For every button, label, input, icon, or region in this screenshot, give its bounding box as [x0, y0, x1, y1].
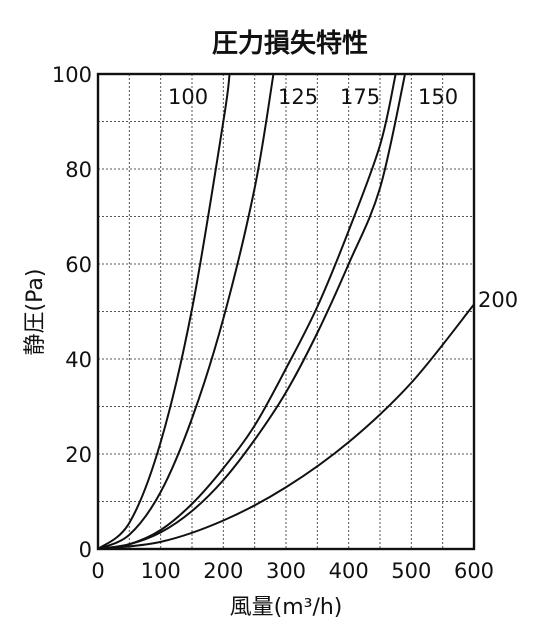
y-tick-label: 100 — [52, 63, 92, 87]
y-tick-labels: 0 20 40 60 80 100 — [52, 63, 92, 562]
curve-200 — [97, 303, 475, 550]
x-axis-label: 風量(m³/h) — [230, 595, 343, 620]
grid — [98, 74, 474, 549]
x-tick-label: 600 — [454, 559, 494, 583]
curves — [97, 73, 475, 550]
series-label-150: 150 — [418, 85, 458, 109]
y-tick-label: 80 — [65, 158, 92, 182]
y-tick-label: 20 — [65, 443, 92, 467]
series-labels: 100 125 175 150 200 — [168, 85, 518, 312]
curve-175 — [97, 73, 397, 550]
curve-100 — [97, 73, 231, 550]
series-label-175: 175 — [340, 85, 380, 109]
x-tick-label: 200 — [203, 559, 243, 583]
y-tick-label: 60 — [65, 253, 92, 277]
x-tick-label: 500 — [391, 559, 431, 583]
curve-150 — [97, 73, 407, 550]
series-label-100: 100 — [168, 85, 208, 109]
y-tick-label: 0 — [79, 538, 92, 562]
series-label-125: 125 — [278, 85, 318, 109]
curve-125 — [97, 73, 275, 550]
x-tick-labels: 0 100 200 300 400 500 600 — [91, 559, 494, 583]
x-tick-label: 400 — [329, 559, 369, 583]
plot-frame — [96, 72, 476, 551]
y-tick-label: 40 — [65, 348, 92, 372]
x-tick-label: 100 — [141, 559, 181, 583]
x-tick-label: 0 — [91, 559, 104, 583]
x-tick-label: 300 — [266, 559, 306, 583]
series-label-200: 200 — [478, 288, 518, 312]
chart-title: 圧力損失特性 — [212, 28, 368, 59]
y-axis-label: 静圧(Pa) — [23, 269, 48, 356]
